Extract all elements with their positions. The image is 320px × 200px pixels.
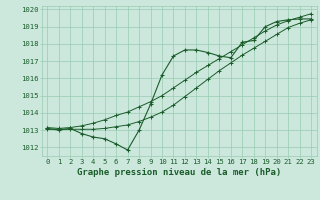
X-axis label: Graphe pression niveau de la mer (hPa): Graphe pression niveau de la mer (hPa) [77,168,281,177]
